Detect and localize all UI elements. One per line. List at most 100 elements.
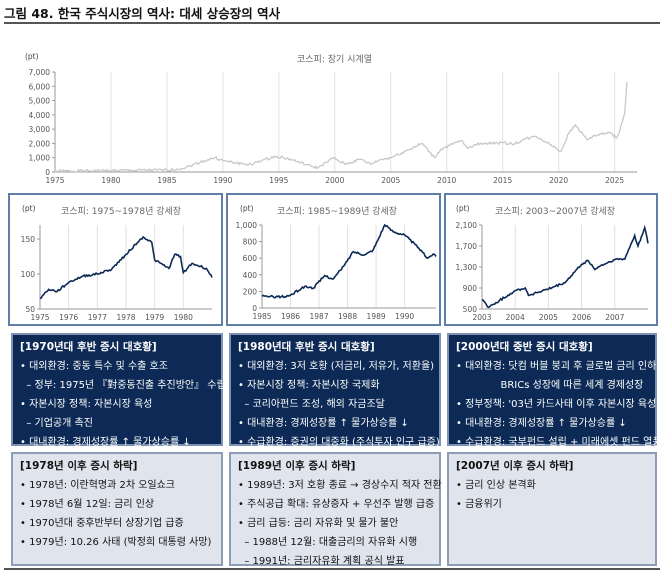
x-tick-label: 1990 bbox=[395, 312, 414, 321]
box-line: • 금리 급등: 금리 자유화 및 물가 불안 bbox=[238, 518, 399, 529]
box-line: • 자본시장 정책: 자본시장 육성 bbox=[20, 399, 153, 410]
long-chart-unit: (pt) bbox=[25, 52, 39, 61]
series-line bbox=[261, 223, 437, 299]
series-line bbox=[39, 235, 213, 300]
y-tick-label: 1,000 bbox=[236, 221, 258, 230]
y-tick-label: 0 bbox=[45, 168, 50, 177]
chart-2003-title: 코스피: 2003~2007년 강세장 bbox=[495, 207, 616, 217]
x-tick-label: 2003 bbox=[472, 313, 491, 322]
x-tick-label: 1975 bbox=[45, 176, 64, 185]
box-line: • 1979년: 10.26 사태 (박정희 대통령 사망) bbox=[20, 537, 212, 548]
y-tick-label: 400 bbox=[243, 271, 258, 280]
box-line: – 1988년 12월: 대출금리의 자유화 시행 bbox=[238, 537, 418, 548]
box-line: • 1978년 6월 12일: 금리 인상 bbox=[20, 499, 155, 510]
box-line: • 대내환경: 경제성장률 ↑ 물가상승률 ↓ bbox=[20, 437, 191, 448]
chart-1975-unit: (pt) bbox=[22, 204, 36, 213]
x-tick-label: 1986 bbox=[281, 312, 300, 321]
x-tick-label: 2015 bbox=[493, 176, 512, 185]
y-tick-label: 3,000 bbox=[29, 125, 51, 134]
x-tick-label: 1990 bbox=[213, 176, 232, 185]
y-tick-label: 500 bbox=[463, 305, 478, 314]
y-tick-label: 600 bbox=[243, 254, 258, 263]
box-line: • 금리 인상 본격화 bbox=[456, 480, 536, 491]
y-tick-label: 6,000 bbox=[29, 82, 51, 91]
x-tick-label: 2006 bbox=[572, 313, 591, 322]
box-heading: [2000년대 중반 증시 대호황] bbox=[456, 341, 593, 353]
box-line: • 수급환경: 국부펀드 설립 + 미래에셋 펀드 열풍 bbox=[456, 437, 660, 448]
bull-market-box: [1970년대 후반 증시 대호황] • 대외환경: 중동 특수 및 수출 호조 … bbox=[11, 333, 226, 448]
x-tick-label: 1975 bbox=[30, 313, 49, 322]
long-chart-title: 코스피: 장기 시계열 bbox=[297, 55, 372, 65]
y-tick-label: 0 bbox=[252, 304, 257, 313]
box-line: – 정부: 1975년 『對중동진출 추진방안』 수립 bbox=[20, 380, 226, 391]
y-tick-label: 1,000 bbox=[29, 154, 51, 163]
box-line: BRICs 성장에 따른 세계 경제성장 bbox=[456, 380, 644, 391]
box-heading: [1980년대 후반 증시 대호황] bbox=[238, 341, 375, 353]
box-line: • 1978년: 이란혁명과 2차 오일쇼크 bbox=[20, 480, 175, 491]
x-tick-label: 2025 bbox=[605, 176, 624, 185]
bull-market-box: [1980년대 후반 증시 대호황] • 대외환경: 3저 호황 (저금리, 저유… bbox=[229, 333, 441, 448]
x-tick-label: 2000 bbox=[325, 176, 344, 185]
box-line: • 대외환경: 3저 호황 (저금리, 저유가, 저환율) bbox=[238, 361, 435, 372]
figure-title: 그림 48. 한국 주식시장의 역사: 대세 상승장의 역사 bbox=[4, 6, 281, 21]
chart-panel-1975 bbox=[8, 193, 223, 326]
x-tick-label: 1985 bbox=[252, 312, 271, 321]
decline-box: [1978년 이후 증시 하락] • 1978년: 이란혁명과 2차 오일쇼크 • … bbox=[11, 452, 223, 566]
box-line: • 대내환경: 경제성장률 ↑ 물가상승률 ↓ bbox=[456, 418, 627, 429]
box-line: • 금융위기 bbox=[456, 499, 502, 510]
chart-1985-title: 코스피: 1985~1989년 강세장 bbox=[277, 207, 398, 217]
box-line: – 1991년: 금리자유화 계획 공식 발표 bbox=[238, 556, 405, 567]
x-tick-label: 1977 bbox=[88, 313, 107, 322]
box-line: – 기업공개 촉진 bbox=[20, 418, 93, 429]
y-tick-label: 900 bbox=[463, 284, 478, 293]
y-tick-label: 800 bbox=[243, 238, 258, 247]
bottom-rule bbox=[4, 568, 660, 570]
x-tick-label: 1987 bbox=[310, 312, 329, 321]
x-tick-label: 1980 bbox=[101, 176, 120, 185]
decline-box: [2007년 이후 증시 하락] • 금리 인상 본격화 • 금융위기 bbox=[447, 452, 657, 566]
top-rule bbox=[4, 22, 660, 24]
x-tick-label: 1976 bbox=[59, 313, 78, 322]
series-line bbox=[481, 224, 649, 309]
series-line bbox=[54, 81, 628, 174]
y-tick-label: 100 bbox=[21, 270, 36, 279]
y-tick-label: 150 bbox=[21, 235, 36, 244]
y-tick-label: 7,000 bbox=[29, 68, 51, 77]
box-line: • 대외환경: 중동 특수 및 수출 호조 bbox=[20, 361, 168, 372]
box-heading: [1989년 이후 증시 하락] bbox=[238, 460, 356, 472]
x-tick-label: 2010 bbox=[437, 176, 456, 185]
y-tick-label: 2,000 bbox=[29, 139, 51, 148]
bull-market-box: [2000년대 중반 증시 대호황] • 대외환경: 닷컴 버블 붕괴 후 글로벌… bbox=[447, 333, 660, 448]
chart-1985-unit: (pt) bbox=[240, 204, 254, 213]
box-line: • 주식공급 확대: 유상증자 + 우선주 발행 급증 bbox=[238, 499, 435, 510]
box-line: • 대내환경: 경제성장률 ↑ 물가상승률 ↓ bbox=[238, 418, 409, 429]
x-tick-label: 1985 bbox=[157, 176, 176, 185]
y-tick-label: 5,000 bbox=[29, 97, 51, 106]
x-tick-label: 1978 bbox=[116, 313, 135, 322]
box-line: – 코리아펀드 조성, 해외 자금조달 bbox=[238, 399, 385, 410]
y-tick-label: 200 bbox=[243, 287, 258, 296]
x-tick-label: 1980 bbox=[174, 313, 193, 322]
box-line: • 자본시장 정책: 자본시장 국제화 bbox=[238, 380, 380, 391]
box-line: • 1989년: 3저 호황 종료 → 경상수지 적자 전환 bbox=[238, 480, 442, 491]
box-line: • 수급환경: 증권의 대중화 (주식투자 인구 급증) bbox=[238, 437, 440, 448]
box-line: • 1970년대 중후반부터 상장기업 급증 bbox=[20, 518, 184, 529]
y-tick-label: 1,700 bbox=[456, 242, 478, 251]
x-tick-label: 2005 bbox=[381, 176, 400, 185]
chart-2003-unit: (pt) bbox=[456, 204, 470, 213]
y-tick-label: 1,300 bbox=[456, 263, 478, 272]
box-line: • 대외환경: 닷컴 버블 붕괴 후 글로벌 금리 인하 bbox=[456, 361, 657, 372]
x-tick-label: 1989 bbox=[367, 312, 386, 321]
box-heading: [1978년 이후 증시 하락] bbox=[20, 460, 138, 472]
x-tick-label: 1979 bbox=[145, 313, 164, 322]
y-tick-label: 2,100 bbox=[456, 221, 478, 230]
decline-box: [1989년 이후 증시 하락] • 1989년: 3저 호황 종료 → 경상수지… bbox=[229, 452, 442, 567]
box-heading: [1970년대 후반 증시 대호황] bbox=[20, 341, 157, 353]
x-tick-label: 2020 bbox=[549, 176, 568, 185]
box-line: • 정부정책: '03년 카드사태 이후 자본시장 육성 bbox=[456, 399, 657, 410]
x-tick-label: 2004 bbox=[506, 313, 525, 322]
box-heading: [2007년 이후 증시 하락] bbox=[456, 460, 574, 472]
x-tick-label: 2005 bbox=[539, 313, 558, 322]
chart-1975-title: 코스피: 1975~1978년 강세장 bbox=[61, 207, 182, 217]
x-tick-label: 2007 bbox=[605, 313, 624, 322]
